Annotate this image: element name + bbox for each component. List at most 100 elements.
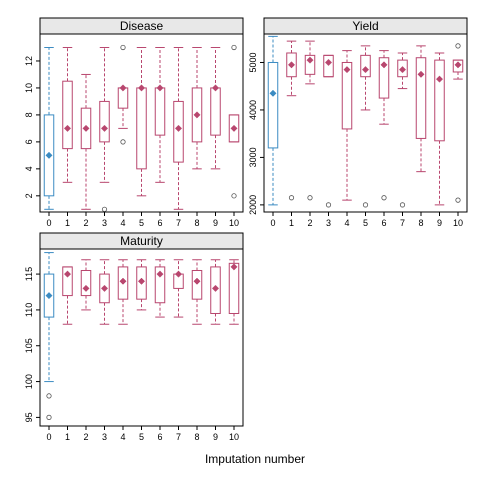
box-iqr — [136, 266, 147, 300]
median-marker — [211, 84, 220, 92]
box-disease-7 — [173, 46, 184, 210]
x-tick-label: 3 — [326, 218, 331, 228]
y-tick-label: 4000 — [248, 100, 258, 120]
median-marker — [343, 66, 351, 74]
box-iqr — [43, 114, 55, 197]
y-tick-label: 105 — [24, 338, 34, 353]
outlier-point — [288, 195, 295, 201]
median-marker — [137, 277, 146, 285]
median-marker — [435, 75, 444, 83]
box-yield-2 — [304, 40, 316, 201]
panel-title: Maturity — [120, 234, 163, 248]
median-marker — [454, 61, 462, 69]
x-tick-label: 1 — [65, 218, 70, 228]
x-tick-label: 4 — [120, 432, 125, 442]
box-iqr — [80, 107, 92, 150]
box-iqr — [136, 87, 147, 170]
median-marker — [174, 124, 183, 132]
median-marker — [211, 284, 220, 292]
median-marker — [230, 124, 238, 132]
median-marker — [398, 66, 407, 74]
box-maturity-3 — [99, 259, 110, 325]
x-tick-label: 5 — [139, 218, 144, 228]
box-disease-6 — [154, 46, 166, 183]
box-maturity-0 — [43, 252, 55, 421]
box-iqr — [154, 266, 166, 304]
y-tick-label: 5000 — [248, 52, 258, 72]
box-yield-8 — [415, 45, 427, 173]
x-tick-label: 9 — [437, 218, 442, 228]
x-tick-label: 2 — [307, 218, 312, 228]
box-iqr — [434, 59, 445, 142]
y-tick-label: 110 — [24, 303, 34, 317]
box-yield-0 — [267, 35, 279, 206]
median-marker — [82, 124, 90, 132]
median-marker — [156, 270, 164, 278]
x-tick-label: 1 — [289, 218, 294, 228]
median-marker — [380, 61, 388, 69]
x-tick-label: 7 — [400, 218, 405, 228]
outlier-point — [120, 139, 126, 145]
y-tick-label: 2000 — [248, 195, 258, 215]
median-marker — [306, 56, 314, 64]
median-marker — [63, 124, 72, 132]
x-tick-label: 6 — [157, 432, 162, 442]
box-maturity-1 — [62, 266, 73, 325]
x-tick-label: 7 — [176, 218, 181, 228]
panel-title: Disease — [120, 19, 164, 33]
outlier-point — [399, 202, 406, 208]
box-maturity-2 — [80, 259, 92, 311]
box-disease-8 — [191, 46, 203, 170]
y-tick-label: 12 — [24, 56, 34, 66]
y-tick-label: 6 — [24, 139, 34, 144]
median-marker — [119, 277, 127, 285]
box-maturity-5 — [136, 259, 147, 311]
x-tick-label: 3 — [102, 218, 107, 228]
median-marker — [119, 84, 127, 92]
box-iqr — [210, 266, 221, 314]
median-marker — [63, 270, 72, 278]
median-marker — [417, 70, 425, 78]
box-disease-1 — [62, 46, 73, 183]
box-iqr — [62, 266, 73, 297]
box-iqr — [397, 59, 408, 78]
box-iqr — [191, 87, 203, 143]
box-iqr — [341, 61, 353, 130]
box-iqr — [154, 87, 166, 136]
outlier-point — [381, 195, 387, 201]
box-iqr — [323, 54, 334, 78]
x-tick-label: 4 — [344, 218, 349, 228]
box-yield-3 — [323, 54, 334, 208]
panel-title: Yield — [352, 19, 378, 33]
median-marker — [45, 151, 53, 159]
x-tick-label: 5 — [139, 432, 144, 442]
box-yield-7 — [397, 52, 408, 208]
x-tick-label: 0 — [46, 218, 51, 228]
outlier-point — [231, 44, 237, 51]
x-tick-label: 0 — [270, 218, 275, 228]
x-axis-title: Imputation number — [204, 452, 306, 466]
median-marker — [100, 284, 109, 292]
panel-frame — [39, 248, 244, 427]
median-marker — [361, 66, 370, 74]
box-iqr — [173, 100, 184, 163]
x-tick-label: 7 — [176, 432, 181, 442]
x-tick-label: 4 — [120, 218, 125, 228]
box-iqr — [210, 87, 221, 136]
box-disease-3 — [99, 46, 110, 212]
box-iqr — [43, 273, 55, 318]
median-marker — [193, 277, 201, 285]
outlier-point — [46, 414, 52, 421]
box-disease-5 — [136, 46, 147, 197]
box-disease-10 — [228, 44, 240, 199]
median-marker — [230, 263, 238, 271]
x-tick-label: 6 — [381, 218, 386, 228]
box-disease-2 — [80, 73, 92, 210]
box-maturity-8 — [191, 259, 203, 325]
outlier-point — [362, 202, 369, 208]
box-iqr — [378, 57, 390, 99]
box-iqr — [62, 80, 73, 150]
box-iqr — [80, 269, 92, 297]
